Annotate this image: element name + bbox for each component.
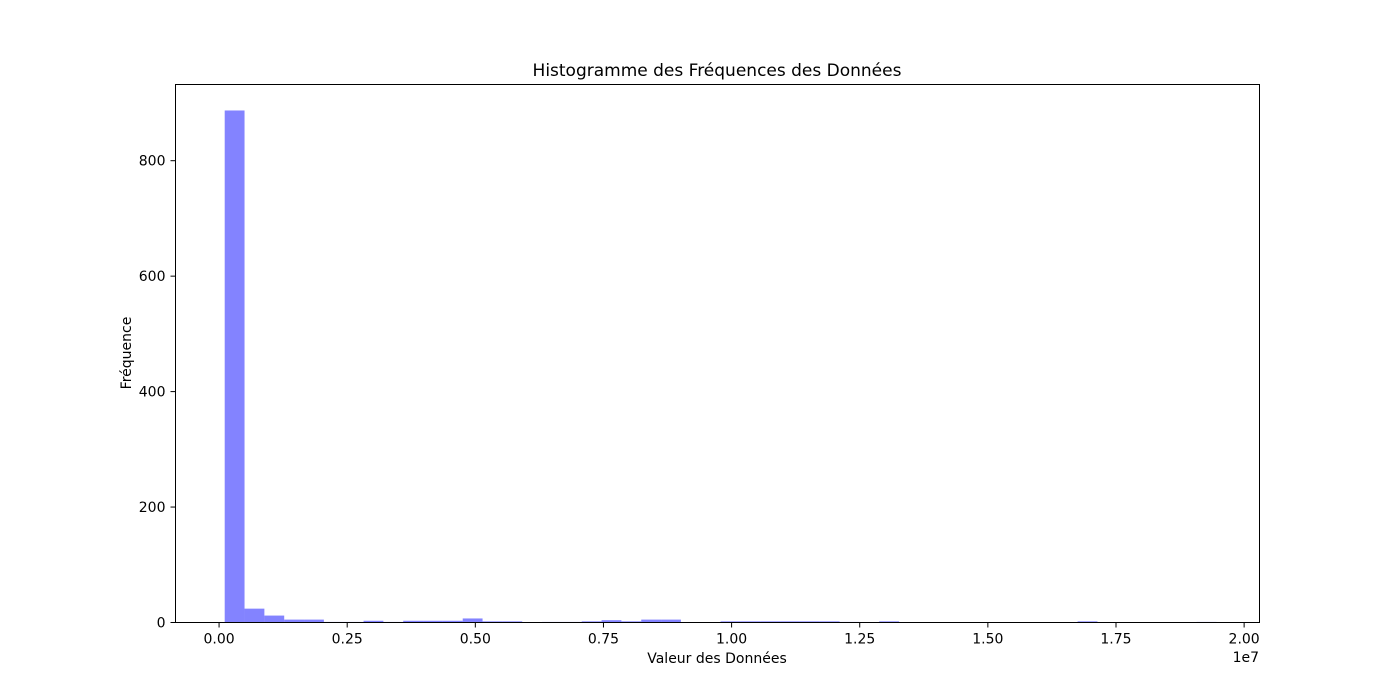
x-tick-label: 1.75 — [1100, 632, 1131, 648]
histogram-bar — [740, 621, 761, 623]
y-axis-label: Fréquence — [119, 317, 135, 390]
x-tick-label: 0.00 — [203, 632, 234, 648]
histogram-bar — [780, 621, 800, 623]
x-tick-label: 1.00 — [716, 632, 747, 648]
histogram-bar — [621, 621, 642, 623]
x-axis-offset-text: 1e7 — [1233, 650, 1259, 666]
histogram-bar — [363, 620, 384, 623]
y-tick-label: 0 — [157, 616, 166, 632]
x-tick-label: 1.50 — [972, 632, 1003, 648]
histogram-bar — [1077, 621, 1098, 623]
x-tick-label: 2.00 — [1229, 632, 1260, 648]
chart-title: Histogramme des Fréquences des Données — [533, 61, 902, 81]
histogram-bar — [482, 621, 503, 623]
axes-frame — [175, 84, 1260, 623]
histogram-bar — [244, 608, 265, 623]
x-tick-label: 0.25 — [332, 632, 363, 648]
x-axis-ticks: 0.00 0.25 0.50 0.75 1.00 1.25 1.50 1.75 2.00 — [203, 622, 1260, 648]
histogram-bar — [403, 620, 424, 623]
histogram-bar — [819, 621, 840, 623]
histogram-bar — [462, 618, 483, 623]
histogram-bar — [601, 620, 622, 623]
histogram-bar — [641, 619, 662, 623]
histogram-bar — [720, 621, 741, 623]
histogram-bars — [224, 110, 1217, 623]
y-axis-ticks: 0 200 400 600 800 — [139, 154, 176, 632]
y-tick-label: 400 — [139, 385, 166, 401]
histogram-bar — [581, 621, 602, 623]
histogram-bar — [264, 615, 285, 623]
x-tick-label: 0.75 — [588, 632, 619, 648]
histogram-bar — [502, 621, 523, 623]
histogram-bar — [224, 110, 245, 623]
y-tick-label: 600 — [139, 269, 166, 285]
y-tick-label: 200 — [139, 500, 166, 516]
x-tick-label: 1.25 — [844, 632, 875, 648]
y-tick-label: 800 — [139, 154, 166, 170]
histogram-bar — [799, 621, 820, 623]
histogram-bar — [284, 619, 305, 623]
x-axis-label: Valeur des Données — [647, 651, 787, 667]
histogram-bar — [423, 620, 443, 623]
histogram-bar — [879, 621, 900, 623]
x-tick-label: 0.50 — [460, 632, 491, 648]
histogram-bar — [442, 620, 463, 623]
histogram-bar — [304, 619, 324, 623]
histogram-bar — [661, 619, 681, 623]
histogram-bar — [760, 621, 781, 623]
